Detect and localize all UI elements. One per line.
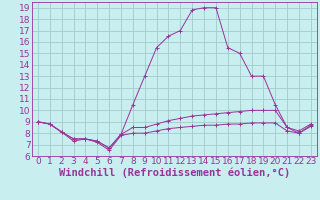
X-axis label: Windchill (Refroidissement éolien,°C): Windchill (Refroidissement éolien,°C) [59,168,290,178]
